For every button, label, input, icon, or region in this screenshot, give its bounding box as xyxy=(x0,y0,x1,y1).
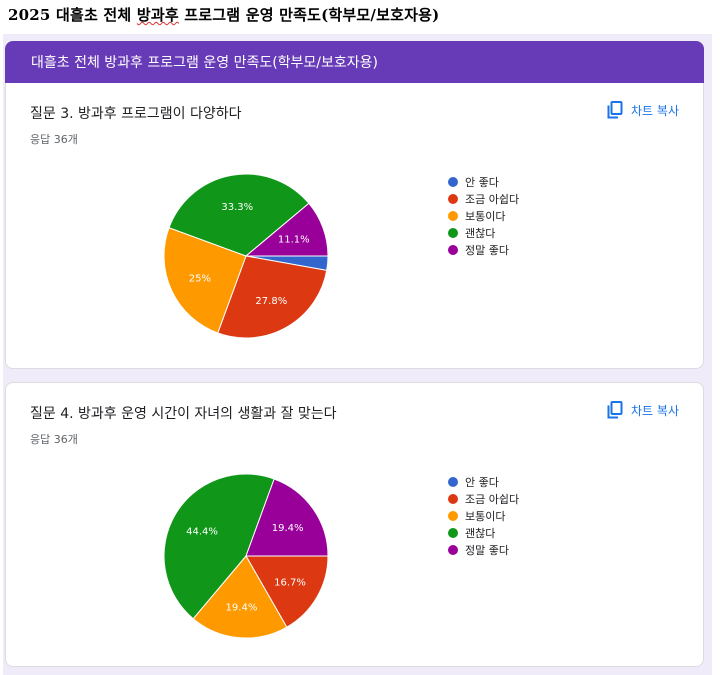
document-title-underlined: 방과후 xyxy=(136,6,179,24)
pie-slice-4 xyxy=(163,473,275,620)
legend-swatch xyxy=(448,176,458,187)
chart-legend: 안 좋다 조금 아쉽다 보통이다 괜찮다 정말 좋다 xyxy=(448,473,519,558)
legend-swatch xyxy=(448,193,458,204)
copy-chart-label: 차트 복사 xyxy=(631,403,679,418)
form-title: 대흘초 전체 방과후 프로그램 운영 만족도(학부모/보호자용) xyxy=(31,55,379,71)
legend-item: 조금 아쉽다 xyxy=(448,190,519,207)
legend-item: 괜찮다 xyxy=(448,224,519,241)
slice-data-label: 33.3% xyxy=(221,202,253,213)
legend-swatch xyxy=(448,227,458,238)
pie-chart: 27.8% 25% 33.3% 11.1% xyxy=(163,173,329,339)
question-card-3: 질문 3. 방과후 프로그램이 다양하다 응답 36개 차트 복사 27.8% 2… xyxy=(5,83,704,369)
pie-slice-3 xyxy=(163,227,247,334)
legend-swatch xyxy=(448,527,458,538)
legend-swatch xyxy=(448,510,458,521)
legend-label: 정말 좋다 xyxy=(465,543,509,557)
question-card-4: 질문 4. 방과후 운영 시간이 자녀의 생활과 잘 맞는다 응답 36개 차트… xyxy=(5,382,704,667)
document-title: 2025 대흘초 전체 방과후 프로그램 운영 만족도(학부모/보호자용) xyxy=(8,4,439,25)
legend-swatch xyxy=(448,476,458,487)
pie-slice-2 xyxy=(245,555,329,628)
chart-legend: 안 좋다 조금 아쉽다 보통이다 괜찮다 정말 좋다 xyxy=(448,173,519,258)
form-header: 대흘초 전체 방과후 프로그램 운영 만족도(학부모/보호자용) xyxy=(5,41,704,83)
legend-label: 안 좋다 xyxy=(465,475,499,489)
slice-data-label: 19.4% xyxy=(226,603,258,614)
slice-data-label: 25% xyxy=(189,273,211,284)
legend-label: 보통이다 xyxy=(465,209,506,223)
legend-label: 안 좋다 xyxy=(465,175,499,189)
legend-label: 괜찮다 xyxy=(465,226,496,240)
legend-label: 보통이다 xyxy=(465,509,506,523)
legend-item: 보통이다 xyxy=(448,207,519,224)
legend-label: 조금 아쉽다 xyxy=(465,192,520,206)
legend-swatch xyxy=(448,493,458,504)
pie-slice-3 xyxy=(192,555,288,639)
pie-slice-2 xyxy=(217,255,328,339)
copy-icon xyxy=(607,401,623,419)
legend-swatch xyxy=(448,244,458,255)
response-count: 응답 36개 xyxy=(30,133,78,146)
copy-chart-label: 차트 복사 xyxy=(631,103,679,118)
slice-data-label: 44.4% xyxy=(186,527,218,538)
legend-item: 조금 아쉽다 xyxy=(448,490,519,507)
pie-chart: 16.7% 19.4% 44.4% 19.4% xyxy=(163,473,329,639)
slice-data-label: 11.1% xyxy=(278,235,310,246)
question-title: 질문 4. 방과후 운영 시간이 자녀의 생활과 잘 맞는다 xyxy=(30,406,337,422)
copy-chart-button[interactable]: 차트 복사 xyxy=(607,401,679,419)
legend-item: 정말 좋다 xyxy=(448,541,519,558)
document-title-prefix: 2025 대흘초 전체 xyxy=(8,6,137,24)
legend-label: 정말 좋다 xyxy=(465,243,509,257)
slice-data-label: 19.4% xyxy=(272,523,304,534)
legend-item: 괜찮다 xyxy=(448,524,519,541)
legend-item: 정말 좋다 xyxy=(448,241,519,258)
legend-label: 조금 아쉽다 xyxy=(465,492,520,506)
pie-slice-4 xyxy=(168,173,310,257)
document-title-suffix: 프로그램 운영 만족도(학부모/보호자용) xyxy=(178,6,440,24)
question-title: 질문 3. 방과후 프로그램이 다양하다 xyxy=(30,106,242,122)
legend-swatch xyxy=(448,544,458,555)
legend-item: 안 좋다 xyxy=(448,473,519,490)
response-count: 응답 36개 xyxy=(30,433,78,446)
slice-data-label: 27.8% xyxy=(255,296,287,307)
pie-slice-5 xyxy=(244,202,329,257)
legend-item: 안 좋다 xyxy=(448,173,519,190)
copy-icon xyxy=(607,101,623,119)
legend-swatch xyxy=(448,210,458,221)
legend-item: 보통이다 xyxy=(448,507,519,524)
pie-slice-5 xyxy=(245,478,329,557)
slice-data-label: 16.7% xyxy=(274,577,306,588)
copy-chart-button[interactable]: 차트 복사 xyxy=(607,101,679,119)
legend-label: 괜찮다 xyxy=(465,526,496,540)
